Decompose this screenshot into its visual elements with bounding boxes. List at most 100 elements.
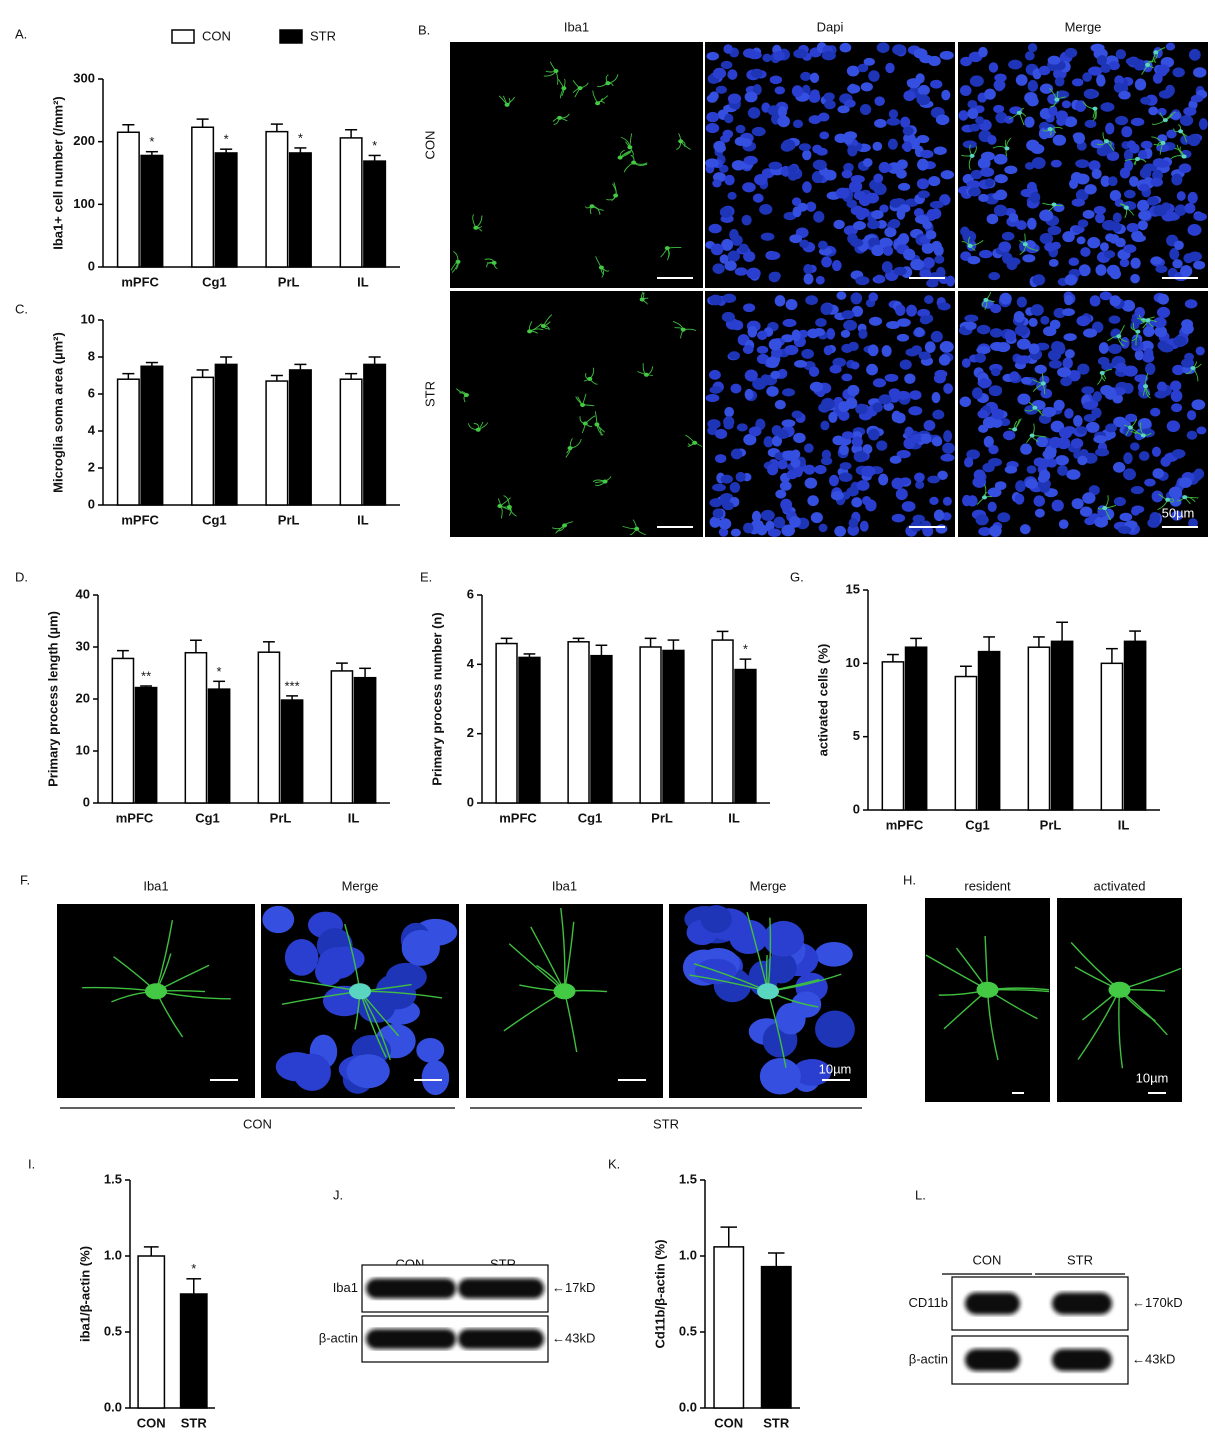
row-label: STR: [422, 381, 437, 407]
nucleus: [768, 338, 782, 351]
bar: [111, 657, 135, 804]
nucleus: [826, 328, 836, 340]
nucleus: [401, 929, 440, 966]
nucleus: [1117, 526, 1132, 534]
nucleus: [857, 63, 869, 73]
nucleus: [1100, 175, 1111, 187]
nucleus: [808, 115, 822, 125]
nucleus: [1062, 357, 1073, 369]
nucleus: [836, 291, 847, 300]
nucleus: [821, 256, 832, 268]
soma: [982, 495, 988, 500]
nucleus: [868, 70, 880, 82]
nucleus: [752, 377, 767, 390]
nucleus: [1101, 362, 1114, 371]
nucleus: [1033, 495, 1045, 507]
nucleus: [999, 292, 1012, 305]
group-label: CON: [243, 1116, 272, 1131]
bar: [140, 365, 164, 506]
soma: [349, 983, 371, 1000]
nucleus: [1108, 61, 1120, 71]
nucleus: [924, 341, 936, 353]
nucleus: [1093, 435, 1107, 444]
nucleus: [1138, 210, 1152, 221]
nucleus: [1140, 140, 1153, 149]
error-bar: [335, 662, 348, 671]
bar: [881, 661, 905, 811]
nucleus: [828, 411, 838, 423]
nucleus: [719, 254, 729, 264]
nucleus: [793, 1058, 832, 1086]
nucleus: [1096, 74, 1106, 86]
nucleus: [1155, 265, 1168, 274]
lane-label: CON: [973, 1252, 1002, 1267]
nucleus: [746, 267, 761, 279]
nucleus: [721, 311, 735, 323]
soma: [1178, 129, 1184, 134]
nucleus: [1112, 462, 1126, 473]
nucleus: [766, 356, 780, 369]
significance: *: [372, 138, 377, 153]
nucleus: [1095, 264, 1107, 276]
column-label: activated: [1093, 878, 1145, 893]
soma: [983, 297, 989, 302]
soma: [1040, 381, 1046, 386]
nucleus: [750, 68, 763, 79]
nucleus: [821, 50, 836, 61]
nucleus: [991, 368, 1001, 377]
y-tick-label: 30: [76, 638, 90, 653]
nucleus: [980, 167, 995, 178]
nucleus: [1123, 244, 1137, 254]
bar: [567, 641, 590, 804]
nucleus: [1030, 304, 1044, 316]
nucleus: [1100, 102, 1115, 112]
error-bar: [720, 1226, 737, 1247]
nucleus: [1138, 183, 1150, 192]
nucleus: [744, 388, 754, 400]
nucleus: [876, 42, 890, 53]
column-label: resident: [964, 878, 1011, 893]
nucleus: [1016, 338, 1031, 350]
nucleus: [1103, 250, 1116, 259]
nucleus: [994, 481, 1007, 490]
x-tick-label: mPFC: [886, 817, 924, 832]
error-bar: [983, 636, 996, 652]
nucleus: [1157, 107, 1167, 116]
nucleus: [1064, 47, 1078, 58]
bar: [265, 130, 289, 268]
nucleus: [1088, 485, 1100, 496]
nucleus: [1039, 482, 1050, 494]
column-label: Merge: [750, 878, 787, 893]
x-tick-label: mPFC: [499, 810, 537, 825]
x-tick-label: STR: [763, 1415, 790, 1430]
significance: *: [217, 664, 222, 679]
x-tick-label: PrL: [278, 512, 300, 527]
nucleus: [743, 303, 756, 313]
nucleus: [747, 325, 758, 338]
soma: [145, 983, 167, 1000]
nucleus: [929, 200, 944, 209]
nucleus: [1099, 242, 1109, 252]
nucleus: [987, 487, 1002, 498]
nucleus: [850, 238, 864, 248]
nucleus: [1166, 420, 1180, 433]
nucleus: [1027, 217, 1037, 230]
band-label: β-actin: [909, 1351, 948, 1366]
error-bar: [122, 372, 135, 380]
nucleus: [858, 328, 868, 339]
nucleus: [878, 473, 889, 486]
nucleus: [1190, 94, 1204, 103]
nucleus: [990, 303, 1002, 314]
nucleus: [791, 410, 803, 419]
nucleus: [1129, 176, 1139, 187]
error-bar: [716, 630, 729, 641]
nucleus: [346, 1054, 390, 1089]
nucleus: [1173, 240, 1184, 251]
nucleus: [1064, 349, 1075, 359]
nucleus: [752, 84, 762, 96]
size-label: ←17kD: [552, 1280, 595, 1295]
nucleus: [284, 938, 319, 976]
x-tick-label: IL: [728, 810, 740, 825]
micrograph: [450, 291, 703, 537]
